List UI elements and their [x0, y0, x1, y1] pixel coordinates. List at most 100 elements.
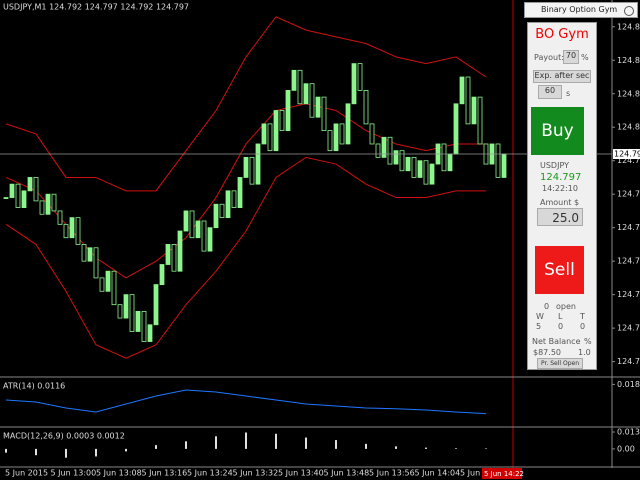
stat: 5	[536, 322, 542, 331]
candle	[471, 96, 477, 125]
y-tick-label: 124.775	[617, 223, 640, 232]
y-tick-label: 124.825	[617, 56, 640, 65]
y-tick-label: 124.735	[617, 357, 640, 366]
x-tick-label: 5 Jun 13:24	[187, 469, 233, 478]
candle	[297, 69, 303, 105]
candle	[273, 110, 279, 152]
stat-header: T	[580, 312, 585, 321]
candle	[477, 96, 483, 145]
stat-header: W	[536, 312, 544, 321]
candle	[15, 183, 21, 208]
histogram-bar	[35, 448, 37, 456]
candle	[111, 270, 117, 306]
candle	[261, 123, 267, 145]
candle	[285, 90, 291, 131]
candle	[69, 217, 75, 239]
histogram-bar	[245, 432, 247, 449]
footer-button[interactable]: Pr. Sell Open	[537, 358, 583, 369]
histogram-bar	[305, 437, 307, 449]
buy-button[interactable]: Buy	[531, 107, 584, 155]
candle	[357, 63, 363, 91]
candle	[417, 160, 423, 178]
x-tick-label: 5 Jun 13:32	[233, 469, 279, 478]
candle	[207, 227, 213, 252]
candle	[351, 63, 357, 105]
balance-label: Net Balance	[532, 337, 581, 346]
band-line	[5, 16, 487, 192]
candle	[141, 310, 147, 342]
histogram-bar	[335, 440, 337, 449]
band-line	[5, 156, 486, 359]
candle	[195, 220, 201, 239]
amount-label: Amount $	[540, 198, 580, 207]
candle	[135, 310, 141, 332]
x-tick-label: 5 Jun 13:00	[51, 469, 97, 478]
time-label-box	[482, 468, 522, 479]
pane-title: MACD(12,26,9) 0.0003 0.0012	[3, 432, 125, 441]
y-tick-label: 124.815	[617, 89, 640, 98]
candle	[201, 220, 207, 252]
candle	[177, 230, 183, 272]
candle	[93, 247, 99, 279]
candle	[249, 156, 255, 185]
sell-button[interactable]: Sell	[535, 246, 584, 294]
x-tick-label: 5 Jun 14:04	[415, 469, 461, 478]
time-label: 5 Jun 14:22	[484, 470, 524, 478]
candle	[231, 190, 237, 208]
candle	[213, 203, 219, 229]
y-tick-label: 0.0189	[617, 380, 640, 389]
y-tick-label: 124.805	[617, 123, 640, 132]
y-tick-label: 124.795	[617, 156, 640, 165]
indicator-line	[5, 389, 487, 415]
histogram-bar	[425, 447, 427, 449]
price: 124.797	[540, 172, 582, 183]
histogram-bar	[185, 441, 187, 449]
panel: BO Gym Payout: 70 % Exp. after sec 60 s …	[527, 22, 597, 370]
candle	[165, 244, 171, 265]
price-label: 124.797	[614, 150, 640, 159]
y-tick-label: 124.745	[617, 324, 640, 333]
expiry-button[interactable]: Exp. after sec	[533, 70, 591, 83]
x-tick-label: 5 Jun 13:16	[142, 469, 188, 478]
balance-pct-label: %	[584, 337, 592, 346]
candle	[105, 270, 111, 292]
open-count: 0	[544, 302, 550, 311]
x-tick-label: 5 Jun 13:48	[324, 469, 370, 478]
candle	[279, 110, 285, 131]
balance: $87.50	[533, 348, 561, 357]
stat: 0	[580, 322, 586, 331]
candle	[39, 200, 45, 215]
expiry-input[interactable]: 60	[538, 85, 562, 99]
candle	[429, 163, 435, 185]
histogram-bar	[395, 446, 397, 449]
candle	[363, 90, 369, 125]
candle	[237, 177, 243, 208]
candle	[147, 324, 153, 342]
band-line	[5, 103, 486, 279]
candle	[321, 96, 327, 131]
candle	[411, 156, 417, 178]
candle	[171, 244, 177, 272]
y-tick-label: 124.765	[617, 257, 640, 266]
pane-title: USDJPY,M1 124.792 124.797 124.792 124.79…	[3, 3, 189, 12]
candle	[225, 190, 231, 219]
candle	[405, 156, 411, 172]
payout-input[interactable]: 70	[563, 50, 579, 64]
header-icon[interactable]	[624, 6, 634, 16]
histogram-bar	[215, 436, 217, 449]
pane-title: ATR(14) 0.0116	[3, 382, 65, 391]
candle	[393, 150, 399, 165]
candle	[75, 217, 81, 245]
candle	[339, 123, 345, 145]
histogram-bar	[5, 448, 7, 453]
candle	[327, 130, 333, 152]
panel-header: Binary Option Gym	[524, 2, 638, 18]
candle	[315, 96, 321, 118]
amount-input[interactable]: 25.0	[537, 208, 583, 226]
candle	[9, 183, 15, 198]
histogram-bar	[95, 448, 97, 457]
candle	[381, 136, 387, 158]
price-label-box	[613, 149, 640, 160]
candle	[63, 223, 69, 239]
histogram-bar	[275, 433, 277, 449]
